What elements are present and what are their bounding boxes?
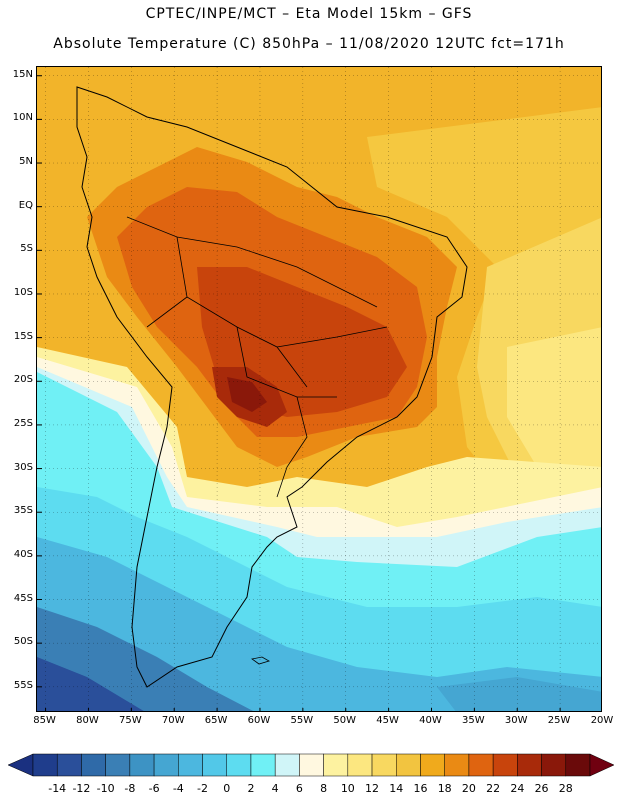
- colorbar-box: [492, 753, 518, 777]
- colorbar-box: [81, 753, 106, 777]
- coastline: [76, 86, 468, 688]
- colorbar-tick-label: 8: [320, 782, 328, 795]
- lat-tick-label: 5N: [19, 156, 33, 168]
- colorbar-tick-label: -10: [96, 782, 115, 795]
- colorbar-box: [323, 753, 349, 777]
- field-band-neg4: [437, 677, 601, 711]
- colorbar-over-arrow: [589, 753, 615, 777]
- colorbar-tick-label: 22: [486, 782, 501, 795]
- lon-tick-label: 65W: [204, 715, 228, 726]
- colorbar-box: [371, 753, 397, 777]
- lon-tick-label: 75W: [119, 715, 142, 726]
- colorbar-box: [274, 753, 300, 777]
- lon-tick-label: 20W: [590, 715, 614, 726]
- colorbar-under-arrow: [7, 753, 34, 777]
- lon-tick-label: 55W: [290, 715, 314, 726]
- colorbar-tick-label: -4: [172, 782, 184, 795]
- lat-tick-label: 15N: [12, 68, 33, 80]
- colorbar-tick-label: -2: [197, 782, 208, 795]
- field-band-neg10: [37, 657, 144, 711]
- colorbar-box: [32, 753, 58, 777]
- lat-tick-label: 55S: [13, 679, 33, 691]
- lat-tick-label: 45S: [13, 592, 33, 604]
- lon-tick-label: 35W: [462, 715, 485, 726]
- colorbar-tick-label: 14: [389, 782, 404, 795]
- colorbar-box: [129, 753, 155, 777]
- colorbar-tick-label: 24: [510, 782, 525, 795]
- colorbar-tick-label: -14: [48, 782, 67, 795]
- colorbar-tick-label: 0: [223, 782, 231, 795]
- lat-tick-label: 40S: [13, 548, 33, 560]
- colorbar-tick-label: 12: [365, 782, 380, 795]
- colorbar-box: [226, 753, 252, 777]
- colorbar-box: [420, 753, 445, 777]
- lat-tick-label: EQ: [18, 199, 33, 211]
- lon-tick-label: 40W: [419, 715, 442, 726]
- colorbar-box: [202, 753, 227, 777]
- colorbar-box: [517, 753, 542, 777]
- colorbar-tick-label: -6: [148, 782, 160, 795]
- colorbar-tick-label: 4: [271, 782, 279, 795]
- colorbar-tick-label: 2: [247, 782, 255, 795]
- field-band-28: [227, 377, 267, 412]
- colorbar-tick-label: 10: [340, 782, 355, 795]
- colorbar-box: [250, 753, 276, 777]
- lat-tick-label: 50S: [13, 636, 33, 648]
- lat-tick-label: 10S: [13, 286, 33, 298]
- colorbar-boxes: [7, 753, 615, 777]
- lon-tick-label: 50W: [333, 715, 357, 726]
- colorbar-tick-label: -8: [124, 782, 136, 795]
- lat-tick-label: 25S: [13, 417, 33, 429]
- lat-tick-label: 10N: [12, 112, 33, 124]
- lon-tick-label: 85W: [33, 715, 56, 726]
- colorbar-box: [105, 753, 131, 777]
- colorbar-tick-label: 6: [295, 782, 303, 795]
- graticule: [37, 67, 601, 711]
- colorbar-box: [153, 753, 179, 777]
- colorbar-box: [468, 753, 494, 777]
- field-band-0: [37, 537, 601, 711]
- lat-tick-label: 30S: [13, 461, 33, 473]
- colorbar-box: [541, 753, 567, 777]
- lon-tick-label: 60W: [247, 715, 271, 726]
- map-title: CPTEC/INPE/MCT – Eta Model 15km – GFS: [145, 6, 473, 22]
- colorbar-tick-label: 20: [461, 782, 476, 795]
- colorbar-box: [444, 753, 470, 777]
- colorbar-tick-label: 26: [534, 782, 549, 795]
- colorbar-box: [56, 753, 82, 777]
- colorbar-tick-label: 16: [413, 782, 428, 795]
- lat-tick-label: 35S: [13, 505, 33, 517]
- lat-tick-label: 5S: [20, 243, 33, 255]
- field-band-12: [507, 327, 601, 477]
- country-borders: [126, 216, 388, 498]
- lon-tick-label: 25W: [547, 715, 571, 726]
- colorbar-box: [178, 753, 203, 777]
- temperature-field: [37, 67, 601, 711]
- colorbar-tick-label: 18: [437, 782, 452, 795]
- colorbar: [7, 753, 615, 777]
- lon-tick-label: 30W: [504, 715, 528, 726]
- colorbar-tick-label: 28: [558, 782, 573, 795]
- lat-tick-label: 15S: [13, 330, 33, 342]
- lat-tick-label: 20S: [13, 374, 33, 386]
- colorbar-tick-label: -12: [72, 782, 91, 795]
- temperature-map: [36, 66, 602, 712]
- colorbar-box: [396, 753, 421, 777]
- falkland-islands: [251, 656, 271, 665]
- lon-tick-label: 70W: [161, 715, 185, 726]
- colorbar-box: [299, 753, 324, 777]
- colorbar-box: [347, 753, 373, 777]
- colorbar-box: [565, 753, 591, 777]
- map-subtitle: Absolute Temperature (C) 850hPa – 11/08/…: [53, 36, 565, 52]
- lon-tick-label: 80W: [76, 715, 99, 726]
- lon-tick-label: 45W: [376, 715, 399, 726]
